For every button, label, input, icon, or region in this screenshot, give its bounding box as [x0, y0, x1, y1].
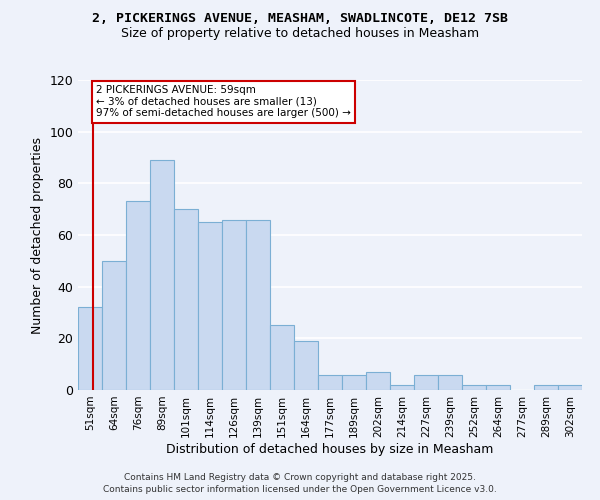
- Bar: [222, 220, 246, 390]
- Bar: [318, 374, 342, 390]
- Y-axis label: Number of detached properties: Number of detached properties: [31, 136, 44, 334]
- Bar: [78, 308, 102, 390]
- Bar: [486, 385, 510, 390]
- X-axis label: Distribution of detached houses by size in Measham: Distribution of detached houses by size …: [166, 442, 494, 456]
- Bar: [294, 341, 318, 390]
- Bar: [342, 374, 366, 390]
- Bar: [438, 374, 462, 390]
- Bar: [390, 385, 414, 390]
- Text: Contains HM Land Registry data © Crown copyright and database right 2025.: Contains HM Land Registry data © Crown c…: [124, 472, 476, 482]
- Bar: [270, 326, 294, 390]
- Bar: [198, 222, 222, 390]
- Text: 2, PICKERINGS AVENUE, MEASHAM, SWADLINCOTE, DE12 7SB: 2, PICKERINGS AVENUE, MEASHAM, SWADLINCO…: [92, 12, 508, 26]
- Bar: [246, 220, 270, 390]
- Bar: [126, 202, 150, 390]
- Bar: [534, 385, 558, 390]
- Bar: [366, 372, 390, 390]
- Text: 2 PICKERINGS AVENUE: 59sqm
← 3% of detached houses are smaller (13)
97% of semi-: 2 PICKERINGS AVENUE: 59sqm ← 3% of detac…: [97, 85, 351, 118]
- Bar: [558, 385, 582, 390]
- Bar: [462, 385, 486, 390]
- Bar: [102, 261, 126, 390]
- Text: Size of property relative to detached houses in Measham: Size of property relative to detached ho…: [121, 28, 479, 40]
- Text: Contains public sector information licensed under the Open Government Licence v3: Contains public sector information licen…: [103, 485, 497, 494]
- Bar: [150, 160, 174, 390]
- Bar: [414, 374, 438, 390]
- Bar: [174, 209, 198, 390]
